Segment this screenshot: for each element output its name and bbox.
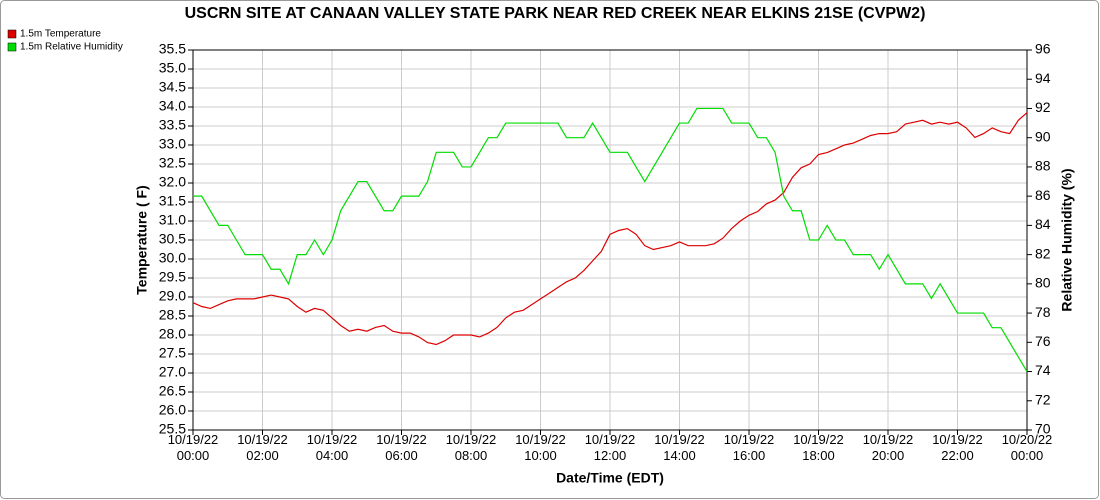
- y-tick-label: 27.0: [159, 364, 186, 380]
- legend-swatch: [7, 42, 17, 52]
- y2-tick-label: 72: [1035, 391, 1051, 407]
- y2-tick-label: 80: [1035, 275, 1051, 291]
- x-tick-label: 10/19/22 12:00: [585, 432, 636, 463]
- y-tick-label: 35.0: [159, 60, 186, 76]
- x-tick-label: 10/19/22 14:00: [654, 432, 705, 463]
- y2-tick-label: 88: [1035, 158, 1051, 174]
- y2-tick-label: 78: [1035, 304, 1051, 320]
- y2-tick-label: 90: [1035, 128, 1051, 144]
- y-tick-label: 27.5: [159, 345, 186, 361]
- x-tick-label: 10/19/22 20:00: [863, 432, 914, 463]
- y-tick-label: 31.5: [159, 193, 186, 209]
- legend-swatch: [7, 29, 17, 39]
- y-tick-label: 25.5: [159, 421, 186, 437]
- x-tick-label: 10/19/22 00:00: [168, 432, 219, 463]
- y2-tick-label: 74: [1035, 362, 1051, 378]
- y2-tick-label: 82: [1035, 245, 1051, 261]
- x-tick-label: 10/20/22 00:00: [1002, 432, 1053, 463]
- y-tick-label: 31.0: [159, 212, 186, 228]
- y-tick-label: 35.5: [159, 41, 186, 57]
- y-tick-label: 29.0: [159, 288, 186, 304]
- y-tick-label: 28.0: [159, 326, 186, 342]
- y-tick-label: 26.0: [159, 402, 186, 418]
- series-line: [193, 107, 1028, 372]
- y-tick-label: 33.5: [159, 117, 186, 133]
- y-tick-label: 32.0: [159, 174, 186, 190]
- legend-label: 1.5m Relative Humidity: [20, 42, 123, 53]
- y-tick-label: 28.5: [159, 307, 186, 323]
- x-axis-title: Date/Time (EDT): [556, 470, 664, 486]
- y2-tick-label: 70: [1035, 421, 1051, 437]
- y2-tick-label: 76: [1035, 333, 1051, 349]
- y2-tick-label: 84: [1035, 216, 1051, 232]
- y-tick-label: 30.0: [159, 250, 186, 266]
- y2-axis-title: Relative Humidity (%): [1059, 168, 1075, 311]
- x-tick-label: 10/19/22 10:00: [515, 432, 566, 463]
- x-tick-label: 10/19/22 02:00: [237, 432, 288, 463]
- y-tick-label: 32.5: [159, 155, 186, 171]
- y2-tick-label: 94: [1035, 70, 1051, 86]
- y-tick-label: 26.5: [159, 383, 186, 399]
- y-axis-title: Temperature ( F): [134, 185, 150, 294]
- x-tick-label: 10/19/22 04:00: [307, 432, 358, 463]
- y2-tick-label: 96: [1035, 41, 1051, 57]
- y-tick-label: 30.5: [159, 231, 186, 247]
- x-tick-label: 10/19/22 08:00: [446, 432, 497, 463]
- x-tick-label: 10/19/22 06:00: [376, 432, 427, 463]
- y-tick-label: 34.5: [159, 79, 186, 95]
- y2-tick-label: 86: [1035, 187, 1051, 203]
- y-tick-label: 33.0: [159, 136, 186, 152]
- x-tick-label: 10/19/22 16:00: [724, 432, 775, 463]
- x-tick-label: 10/19/22 18:00: [793, 432, 844, 463]
- chart-title: USCRN SITE AT CANAAN VALLEY STATE PARK N…: [185, 5, 926, 22]
- y2-tick-label: 92: [1035, 99, 1051, 115]
- plot-frame: [192, 49, 1028, 431]
- x-tick-label: 10/19/22 22:00: [932, 432, 983, 463]
- y-tick-label: 34.0: [159, 98, 186, 114]
- series-line: [192, 112, 1028, 346]
- legend-label: 1.5m Temperature: [20, 29, 101, 40]
- y-tick-label: 29.5: [159, 269, 186, 285]
